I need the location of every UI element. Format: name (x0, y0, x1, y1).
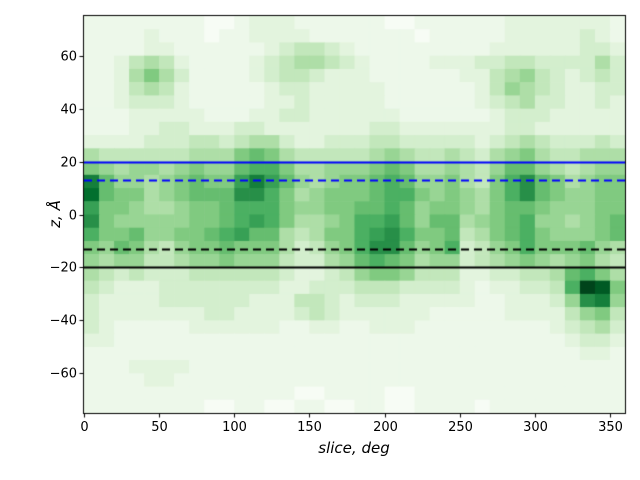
x-tick-label: 350 (598, 420, 623, 435)
x-tick-label: 300 (523, 420, 548, 435)
y-tick-label: −40 (49, 313, 77, 328)
x-tick-label: 0 (80, 420, 89, 435)
x-tick-label: 200 (373, 420, 398, 435)
y-axis-label: z, Å (46, 200, 64, 228)
y-tick-label: 60 (60, 49, 77, 64)
x-tick-label: 50 (151, 420, 168, 435)
y-tick-label: 20 (60, 155, 77, 170)
x-tick-label: 150 (297, 420, 322, 435)
y-tick-label: −20 (49, 260, 77, 275)
y-tick-label: 40 (60, 102, 77, 117)
y-tick-label: 0 (68, 208, 77, 223)
x-tick-label: 100 (222, 420, 247, 435)
y-tick-label: −60 (49, 366, 77, 381)
x-tick-label: 250 (448, 420, 473, 435)
x-axis-label: slice, deg (318, 439, 390, 457)
